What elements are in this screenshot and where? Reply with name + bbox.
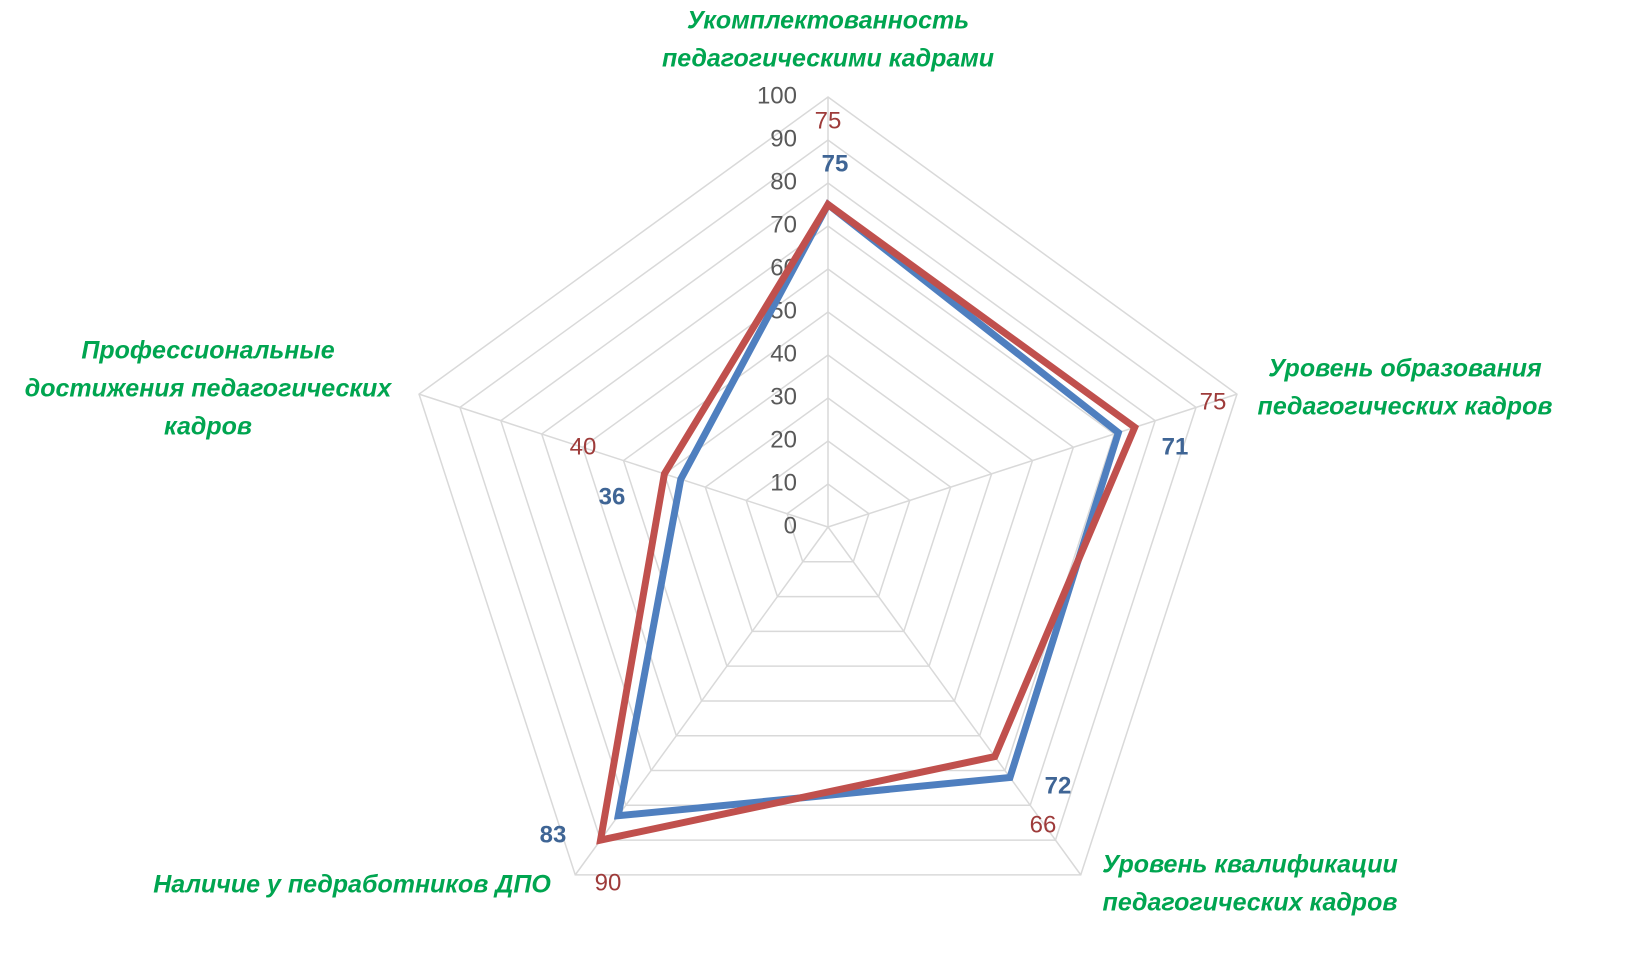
category-label: педагогических кадров — [1103, 889, 1398, 917]
y-tick-label: 100 — [757, 82, 797, 109]
grid-line — [540, 225, 1116, 772]
y-tick-label: 10 — [770, 469, 797, 496]
grid-line — [704, 397, 952, 633]
data-label: 36 — [599, 483, 626, 510]
data-label: 83 — [540, 821, 567, 848]
category-label: Уровень квалификации — [1102, 851, 1398, 879]
grid-line — [418, 96, 1238, 876]
grid-line — [581, 268, 1075, 737]
y-tick-label: 90 — [770, 125, 797, 152]
data-label: 71 — [1162, 433, 1189, 460]
category-label: педагогическими кадрами — [662, 45, 994, 73]
category-label: кадров — [164, 413, 252, 441]
spoke — [827, 393, 1238, 528]
data-label: 66 — [1030, 811, 1057, 838]
series-line — [596, 199, 1140, 845]
category-label: педагогических кадров — [1258, 393, 1553, 421]
y-tick-label: 0 — [784, 512, 797, 539]
grid-line — [786, 483, 870, 563]
grid-line — [459, 139, 1197, 841]
category-label: Уровень образования — [1268, 355, 1542, 383]
spoke — [827, 526, 1082, 876]
data-label: 90 — [595, 869, 622, 896]
category-label: Укомплектованность — [687, 7, 969, 35]
spoke — [418, 393, 829, 528]
grid-line — [745, 440, 911, 598]
y-tick-label: 40 — [770, 340, 797, 367]
data-label: 75 — [1200, 388, 1227, 415]
y-tick-label: 70 — [770, 211, 797, 238]
grid-line — [499, 182, 1157, 807]
data-label: 72 — [1045, 772, 1072, 799]
data-label: 75 — [822, 150, 849, 177]
grid-line — [622, 311, 1034, 702]
category-label: Наличие у педработников ДПО — [153, 871, 551, 899]
category-label: Профессиональные — [81, 337, 334, 365]
data-label: 40 — [570, 433, 597, 460]
y-tick-label: 30 — [770, 383, 797, 410]
y-tick-label: 20 — [770, 426, 797, 453]
data-label: 75 — [815, 107, 842, 134]
category-label: достижения педагогических — [25, 375, 393, 403]
y-tick-label: 80 — [770, 168, 797, 195]
